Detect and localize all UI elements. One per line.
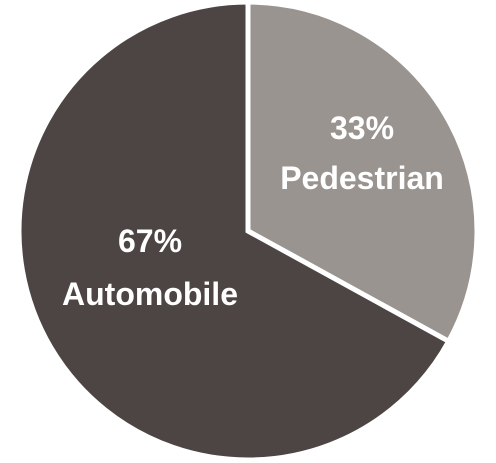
slice-name-automobile: Automobile: [62, 276, 238, 312]
slice-percent-automobile: 67%: [118, 223, 182, 259]
slice-label-pedestrian: 33% Pedestrian: [280, 110, 444, 196]
pie-slice-pedestrian: [245, 0, 480, 345]
pie-slices: [16, 0, 480, 463]
slice-label-automobile: 67% Automobile: [62, 223, 238, 312]
pie-slice-automobile: [16, 0, 453, 463]
slice-name-pedestrian: Pedestrian: [280, 160, 444, 196]
slice-percent-pedestrian: 33%: [330, 110, 394, 146]
